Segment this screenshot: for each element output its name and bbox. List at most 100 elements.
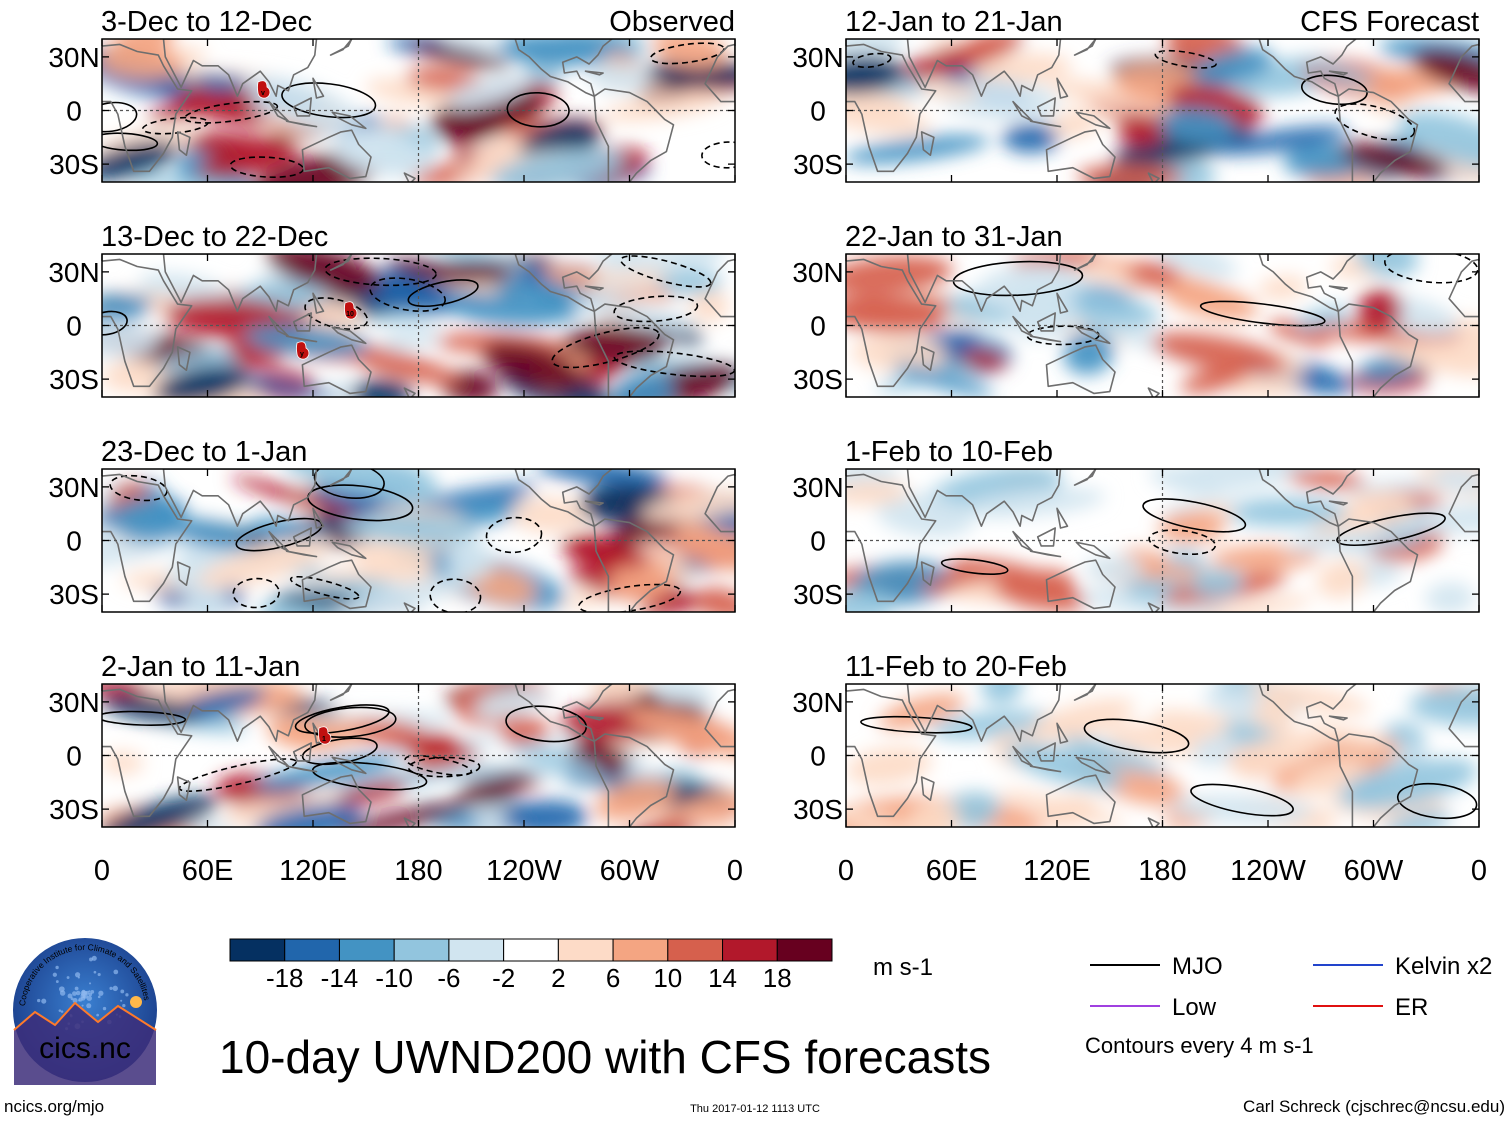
coastline	[1045, 344, 1116, 395]
anomaly-region	[981, 684, 1023, 705]
coastline	[312, 507, 325, 529]
coastline	[268, 530, 290, 552]
coastline	[1012, 100, 1034, 122]
colorbar-swatch	[557, 938, 614, 962]
coastline	[514, 469, 613, 527]
anomaly-region	[1196, 595, 1314, 612]
coastline	[176, 131, 191, 156]
coastline	[1056, 292, 1069, 314]
anomaly-region	[254, 803, 364, 827]
anomaly-region	[639, 61, 735, 88]
coastline	[1029, 550, 1062, 558]
anomaly-region	[447, 73, 532, 109]
colorbar-swatch	[503, 938, 559, 962]
coastline	[1012, 315, 1034, 337]
coastline	[329, 39, 353, 56]
x-tick-label: 60W	[1344, 855, 1404, 887]
anomaly-region	[481, 341, 584, 390]
svg-text:1: 1	[322, 736, 326, 743]
mjo-contour	[1300, 74, 1368, 106]
coastline	[1073, 469, 1097, 486]
colorbar-tick-label: 6	[606, 963, 620, 993]
anomaly-region	[1316, 559, 1368, 599]
y-tick-label: 30N	[792, 472, 843, 503]
coastline	[292, 527, 312, 547]
colorbar-tick-label: -10	[375, 963, 413, 993]
coastline	[846, 258, 937, 388]
coastline	[1056, 722, 1069, 744]
anomaly-region	[507, 743, 608, 778]
anomaly-region	[102, 751, 144, 775]
anomaly-region	[1396, 110, 1479, 168]
y-tick-label: 0	[66, 526, 82, 557]
footer-site[interactable]: ncics.org/mjo	[4, 1097, 104, 1116]
coastline	[102, 473, 193, 603]
logo-sun	[130, 996, 142, 1008]
legend-label: Low	[1172, 994, 1217, 1021]
anomaly-region	[408, 42, 511, 70]
coastline	[514, 684, 613, 742]
anomaly-region	[654, 791, 735, 824]
anomaly-region	[1246, 684, 1370, 714]
anomaly-region	[1002, 122, 1061, 153]
anomaly-region	[994, 569, 1074, 602]
panel-period-label: 1-Feb to 10-Feb	[845, 436, 1053, 468]
coastline	[584, 715, 604, 721]
map-panel	[845, 683, 1480, 828]
coastline	[584, 500, 604, 506]
coastline	[403, 387, 416, 397]
coastline	[162, 469, 318, 527]
negative-contour	[1154, 49, 1217, 69]
coastline	[1029, 335, 1062, 343]
y-tick-label: 0	[810, 96, 826, 127]
anomaly-region	[511, 497, 589, 533]
anomaly-region	[693, 588, 735, 612]
coastline	[1036, 527, 1056, 547]
y-tick-label: 30N	[792, 42, 843, 73]
anomaly-region	[187, 131, 301, 166]
panel-period-label: 23-Dec to 1-Jan	[101, 436, 307, 468]
coastline	[514, 39, 613, 97]
coastline	[1258, 684, 1357, 742]
mjo-contour	[281, 82, 377, 119]
map-panel	[845, 38, 1480, 183]
coastline	[1073, 39, 1097, 56]
x-tick-label: 60W	[600, 855, 660, 887]
anomaly-region	[1413, 49, 1479, 93]
coastline	[1056, 507, 1069, 529]
coastline	[906, 39, 1062, 97]
anomaly-region	[102, 140, 179, 181]
logo-text: cics.nc	[39, 1032, 131, 1065]
panel-period-label: 3-Dec to 12-Dec	[101, 6, 312, 38]
negative-contour	[701, 141, 735, 169]
anomaly-region	[1210, 126, 1350, 155]
mjo-contour	[102, 710, 187, 726]
panel-period-label: 12-Jan to 21-Jan	[845, 6, 1063, 38]
coastline	[403, 172, 416, 182]
legend-label: Kelvin x2	[1395, 953, 1492, 980]
coastline	[593, 518, 675, 612]
coastline	[846, 688, 937, 818]
anomaly-region	[197, 537, 333, 589]
negative-contour	[407, 756, 481, 778]
colorbar-swatch	[338, 938, 395, 962]
anomaly-region	[446, 537, 493, 582]
anomaly-region	[1192, 734, 1241, 767]
mjo-contour	[952, 260, 1084, 297]
coastline	[1328, 70, 1348, 76]
legend-label: ER	[1395, 994, 1428, 1021]
x-tick-label: 60E	[182, 855, 234, 887]
coastline	[1075, 541, 1111, 560]
coastline	[1012, 530, 1034, 552]
mjo-contour	[505, 705, 588, 743]
mjo-contour	[506, 91, 570, 128]
y-tick-label: 0	[66, 96, 82, 127]
anomaly-region	[1028, 698, 1135, 741]
anomaly-region	[656, 270, 723, 295]
chart-title: 10-day UWND200 with CFS forecasts	[219, 1031, 991, 1083]
anomaly-region	[591, 684, 646, 704]
mjo-contour	[1142, 498, 1247, 533]
y-tick-label: 30S	[49, 149, 99, 180]
mjo-contour	[940, 558, 1009, 575]
coastline	[593, 733, 675, 827]
